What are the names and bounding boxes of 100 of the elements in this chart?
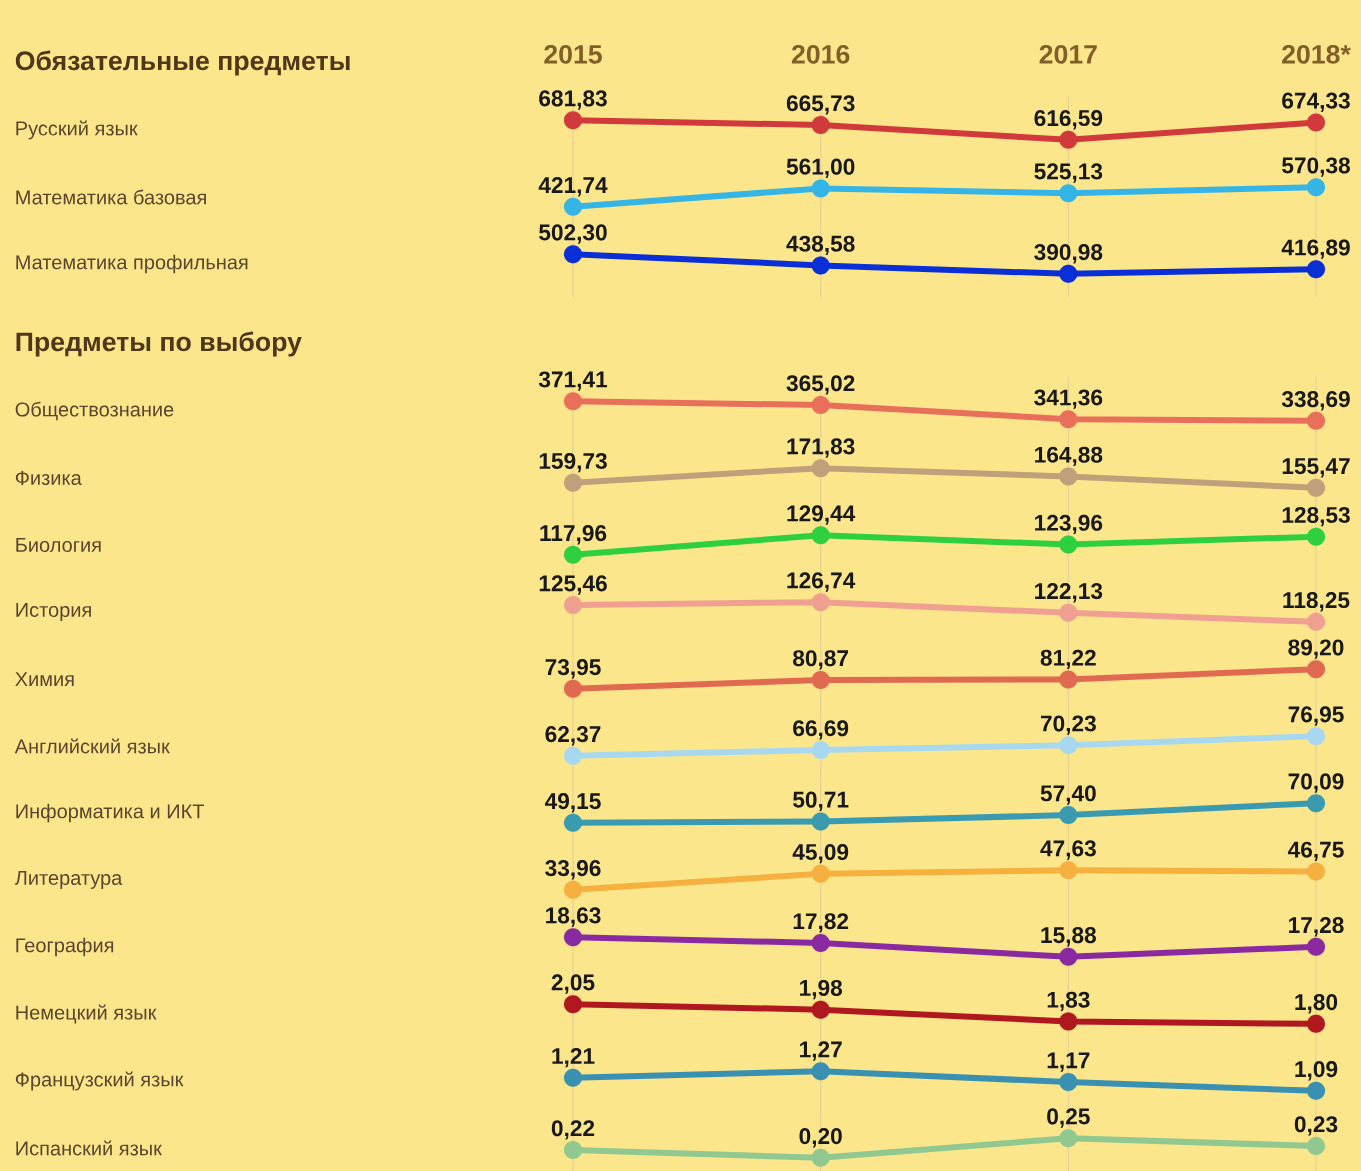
- data-label: 159,73: [539, 452, 607, 473]
- x-tick-label: 2018*: [1282, 44, 1351, 64]
- data-label: 70,23: [1040, 715, 1096, 735]
- point: [1306, 411, 1326, 430]
- point: [811, 459, 830, 478]
- y-axis-title: Физика: [15, 470, 82, 486]
- point: [811, 256, 830, 275]
- y-axis-title: Немецкий язык: [16, 1004, 157, 1024]
- data-label: 421,74: [538, 177, 608, 197]
- data-label: 129,44: [787, 505, 856, 525]
- data-label: 0,23: [1294, 1116, 1338, 1136]
- data-label: 365,02: [786, 375, 855, 395]
- data-label: 118,25: [1283, 592, 1350, 612]
- y-axis-title: Обществознание: [15, 401, 174, 421]
- point: [563, 545, 583, 564]
- point: [811, 526, 830, 545]
- point: [1306, 1014, 1326, 1033]
- point: [1306, 794, 1326, 813]
- point: [1059, 861, 1078, 880]
- point: [811, 1062, 830, 1081]
- data-label: 81,22: [1040, 649, 1096, 670]
- point: [1306, 260, 1326, 279]
- point: [563, 392, 583, 411]
- y-axis-title: Математика базовая: [16, 189, 206, 205]
- point: [563, 245, 583, 264]
- point: [1306, 862, 1326, 881]
- y-axis-title: Английский язык: [14, 738, 170, 754]
- point: [563, 473, 583, 492]
- x-tick-label: 2017: [1039, 44, 1097, 64]
- point: [1306, 612, 1326, 631]
- point: [811, 593, 830, 612]
- data-label: 123,96: [1035, 514, 1103, 535]
- point: [1059, 670, 1078, 689]
- data-label: 89,20: [1288, 639, 1344, 659]
- point: [563, 679, 583, 698]
- point: [1059, 130, 1078, 149]
- data-label: 50,71: [792, 791, 849, 811]
- point: [1059, 264, 1078, 283]
- data-label: 681,83: [539, 90, 607, 110]
- point: [811, 1148, 830, 1167]
- data-label: 80,87: [793, 650, 849, 670]
- point: [811, 740, 830, 760]
- data-label: 1,21: [552, 1047, 595, 1068]
- y-axis-title: Русский язык: [16, 120, 138, 140]
- point: [1306, 178, 1326, 197]
- data-label: 0,20: [799, 1128, 842, 1148]
- data-label: 171,83: [787, 438, 855, 458]
- point: [563, 1068, 583, 1087]
- point: [1059, 736, 1078, 755]
- data-label: 0,22: [551, 1120, 595, 1140]
- data-label: 155,47: [1282, 458, 1350, 478]
- data-label: 561,00: [786, 158, 855, 178]
- y-axis-title: Французский язык: [15, 1071, 184, 1091]
- point: [563, 813, 583, 832]
- point: [811, 812, 830, 831]
- y-axis-title: Химия: [15, 672, 74, 686]
- data-label: 128,53: [1282, 506, 1350, 527]
- point: [1059, 806, 1078, 825]
- data-label: 502,30: [539, 224, 607, 244]
- data-label: 57,40: [1040, 785, 1096, 805]
- point: [811, 395, 830, 415]
- point: [563, 995, 583, 1014]
- data-label: 164,88: [1035, 446, 1103, 467]
- data-label: 338,69: [1281, 391, 1350, 411]
- data-label: 2,05: [551, 974, 595, 994]
- data-label: 525,13: [1034, 163, 1103, 183]
- point: [563, 596, 583, 615]
- point: [563, 111, 583, 130]
- data-label: 1,98: [800, 979, 843, 1000]
- point: [811, 933, 830, 953]
- data-label: 341,36: [1034, 389, 1103, 409]
- data-label: 1,80: [1295, 994, 1338, 1014]
- point: [1306, 527, 1326, 546]
- point: [563, 928, 583, 947]
- point: [563, 1140, 583, 1160]
- point: [563, 880, 583, 899]
- data-label: 45,09: [792, 844, 849, 864]
- point: [1059, 467, 1078, 486]
- point: [1306, 660, 1326, 679]
- y-axis-title: Испанский язык: [16, 1140, 162, 1156]
- point: [563, 746, 583, 765]
- data-label: 125,46: [539, 575, 607, 595]
- y-axis-title: Литература: [14, 871, 123, 889]
- data-label: 126,74: [787, 572, 856, 592]
- data-label: 47,63: [1040, 840, 1096, 860]
- data-label: 616,59: [1034, 110, 1103, 130]
- point: [811, 115, 830, 135]
- data-label: 665,73: [786, 95, 855, 115]
- data-label: 416,89: [1281, 239, 1350, 259]
- data-label: 390,98: [1034, 244, 1103, 264]
- point: [1306, 727, 1326, 746]
- point: [1306, 478, 1326, 497]
- data-label: 17,82: [793, 913, 849, 933]
- point: [811, 864, 830, 883]
- point: [1059, 535, 1078, 554]
- data-label: 33,96: [545, 860, 601, 880]
- point: [1306, 113, 1326, 132]
- point: [811, 1000, 830, 1019]
- point: [1059, 184, 1078, 203]
- data-label: 117,96: [540, 525, 607, 545]
